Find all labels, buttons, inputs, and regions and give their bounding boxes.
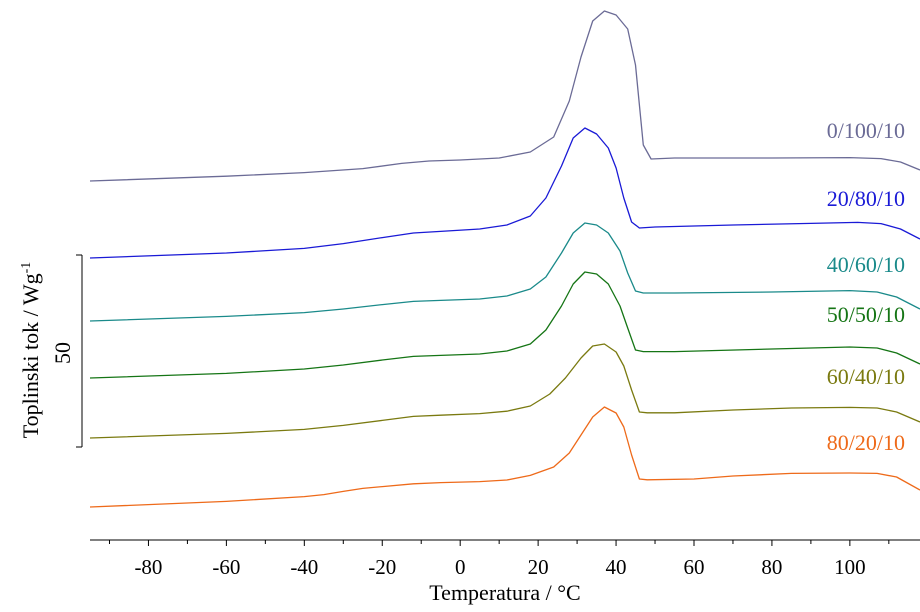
x-tick-label: 100 bbox=[834, 555, 866, 579]
x-tick-label: 80 bbox=[761, 555, 782, 579]
x-tick-label: 0 bbox=[455, 555, 466, 579]
x-tick-label: -80 bbox=[134, 555, 162, 579]
x-axis-title: Temperatura / °C bbox=[429, 580, 580, 605]
scale-bar-label: 50 bbox=[50, 342, 75, 364]
series-curve-60-40-10 bbox=[89, 343, 920, 439]
series-labels-group: 0/100/10 20/80/10 40/60/10 50/50/10 60/40/10… bbox=[827, 118, 905, 455]
x-tick-label: 60 bbox=[683, 555, 704, 579]
x-tick-label: -40 bbox=[290, 555, 318, 579]
x-tick-label: -60 bbox=[212, 555, 240, 579]
scale-bar: 50 bbox=[50, 254, 83, 448]
series-label-60-40-10: 60/40/10 bbox=[827, 364, 905, 389]
series-curve-40-60-10 bbox=[89, 222, 920, 322]
x-tick-label: -20 bbox=[368, 555, 396, 579]
x-tick-label: 20 bbox=[528, 555, 549, 579]
series-label-0-100-10: 0/100/10 bbox=[827, 118, 905, 143]
series-label-40-60-10: 40/60/10 bbox=[827, 252, 905, 277]
series-curve-50-50-10 bbox=[89, 271, 920, 379]
x-ticks-group bbox=[108, 540, 890, 546]
series-curve-80-20-10 bbox=[89, 406, 920, 508]
curves-group bbox=[89, 10, 920, 508]
y-axis-title-superscript: -1 bbox=[19, 262, 34, 274]
series-label-50-50-10: 50/50/10 bbox=[827, 302, 905, 327]
x-tick-label: 40 bbox=[606, 555, 627, 579]
series-curve-20-80-10 bbox=[89, 127, 920, 259]
series-label-20-80-10: 20/80/10 bbox=[827, 186, 905, 211]
series-curve-0-100-10 bbox=[89, 10, 920, 182]
y-axis-title-main: Toplinski tok / Wg bbox=[18, 273, 43, 438]
x-tick-labels-group: -80 -60 -40 -20 0 20 40 60 80 100 bbox=[134, 555, 865, 579]
series-label-80-20-10: 80/20/10 bbox=[827, 430, 905, 455]
y-axis-title: Toplinski tok / Wg-1 bbox=[18, 262, 43, 439]
